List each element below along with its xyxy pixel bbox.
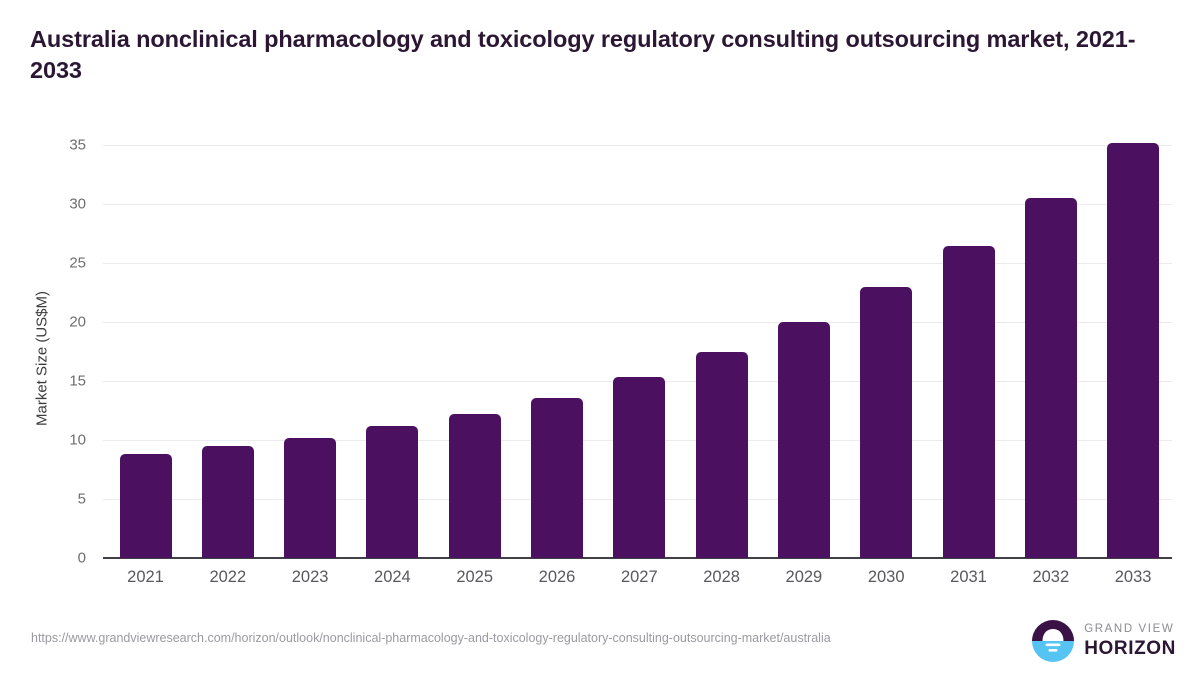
bar-2021[interactable] [119, 454, 172, 558]
gridline [103, 204, 1172, 205]
x-tick-label-2024: 2024 [374, 568, 411, 586]
bar-2030[interactable] [860, 286, 913, 558]
page-title: Australia nonclinical pharmacology and t… [30, 26, 1136, 84]
logo-top-text: GRAND VIEW [1084, 622, 1175, 635]
bar-2024[interactable] [366, 425, 419, 558]
y-tick-label: 25 [69, 254, 86, 272]
bar-2023[interactable] [284, 437, 337, 558]
bar-2025[interactable] [448, 414, 501, 558]
y-tick-label: 0 [77, 549, 86, 567]
x-tick-label-2025: 2025 [456, 568, 494, 586]
y-tick-label: 10 [69, 431, 86, 449]
x-tick-label-2022: 2022 [209, 568, 247, 586]
logo-wordmark: GRAND VIEW HORIZON [1084, 622, 1176, 660]
horizon-logo-icon [1031, 619, 1075, 663]
y-tick-label: 5 [77, 490, 86, 508]
gridline [103, 322, 1172, 323]
bar-2028[interactable] [695, 351, 748, 558]
gridline [103, 145, 1172, 146]
x-tick-label-2021: 2021 [127, 568, 164, 586]
grand-view-horizon-logo[interactable]: GRAND VIEW HORIZON [1031, 617, 1176, 665]
x-tick-label-2030: 2030 [867, 568, 905, 586]
bar-2027[interactable] [613, 377, 666, 558]
x-tick-label-2028: 2028 [703, 568, 740, 586]
y-tick-label: 15 [69, 372, 86, 390]
y-axis-ticks: 0 5 10 15 20 25 30 35 [42, 0, 86, 675]
bar-2029[interactable] [777, 322, 830, 558]
bar-2032[interactable] [1024, 198, 1077, 558]
bar-2031[interactable] [942, 246, 995, 558]
x-tick-label-2026: 2026 [538, 568, 576, 586]
bar-2033[interactable] [1107, 142, 1160, 558]
x-axis-line [103, 557, 1172, 559]
y-tick-label: 30 [69, 195, 86, 213]
gridline [103, 263, 1172, 264]
x-tick-label-2031: 2031 [950, 568, 987, 586]
y-tick-label: 20 [69, 313, 86, 331]
x-tick-label-2033: 2033 [1114, 568, 1152, 586]
y-tick-label: 35 [69, 136, 86, 154]
x-tick-label-2029: 2029 [785, 568, 823, 586]
bar-2022[interactable] [201, 445, 254, 558]
x-tick-label-2032: 2032 [1032, 568, 1070, 586]
bar-2026[interactable] [531, 397, 583, 558]
x-tick-label-2023: 2023 [291, 568, 329, 586]
source-url[interactable]: https://www.grandviewresearch.com/horizo… [31, 631, 831, 645]
logo-bottom-text: HORIZON [1084, 638, 1176, 660]
x-tick-label-2027: 2027 [620, 568, 658, 586]
